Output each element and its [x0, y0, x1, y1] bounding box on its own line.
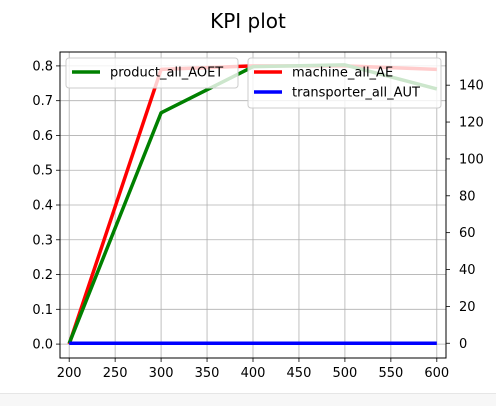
right-y-tick-label: 120 [459, 116, 484, 131]
left-y-tick-label: 0.6 [32, 129, 53, 144]
x-tick-label: 200 [57, 366, 82, 381]
kpi-chart: KPI plot 200 250 300 350 400 450 500 550 600 0.0… [32, 9, 484, 381]
legend-label: transporter_all_AUT [292, 86, 420, 101]
left-y-tick-label: 0.1 [32, 303, 53, 318]
legends: product_all_AOET machine_all_AE transporte… [65, 57, 442, 109]
left-y-tick-label: 0.5 [32, 164, 53, 179]
x-tick-label: 250 [103, 366, 128, 381]
legend-box-top-right [247, 57, 442, 109]
left-y-axis: 0.0 0.1 0.2 0.3 0.4 0.5 0.6 0.7 0.8 [32, 59, 60, 353]
x-tick-label: 600 [424, 366, 449, 381]
x-tick-label: 400 [241, 366, 266, 381]
legend-box-top-left [65, 57, 239, 89]
x-tick-label: 450 [287, 366, 312, 381]
left-y-tick-label: 0.3 [32, 233, 53, 248]
right-y-tick-label: 0 [459, 337, 467, 352]
right-y-tick-label: 60 [459, 226, 476, 241]
left-y-tick-label: 0.0 [32, 338, 53, 353]
left-y-tick-label: 0.7 [32, 94, 53, 109]
left-y-tick-label: 0.4 [32, 199, 53, 214]
right-y-tick-label: 80 [459, 189, 476, 204]
right-y-tick-label: 40 [459, 263, 476, 278]
x-tick-label: 550 [378, 366, 403, 381]
x-tick-label: 500 [332, 366, 357, 381]
right-y-tick-label: 20 [459, 300, 476, 315]
x-tick-label: 350 [195, 366, 220, 381]
right-y-tick-label: 100 [459, 152, 484, 167]
left-y-tick-label: 0.8 [32, 59, 53, 74]
x-axis: 200 250 300 350 400 450 500 550 600 [57, 358, 449, 381]
legend-label: machine_all_AE [292, 66, 393, 81]
x-tick-label: 300 [149, 366, 174, 381]
bottom-strip [0, 393, 496, 406]
left-y-tick-label: 0.2 [32, 268, 53, 283]
legend-label: product_all_AOET [110, 66, 223, 81]
right-y-axis: 0 20 40 60 80 100 120 140 [446, 79, 484, 352]
chart-title: KPI plot [210, 9, 286, 33]
right-y-tick-label: 140 [459, 79, 484, 94]
